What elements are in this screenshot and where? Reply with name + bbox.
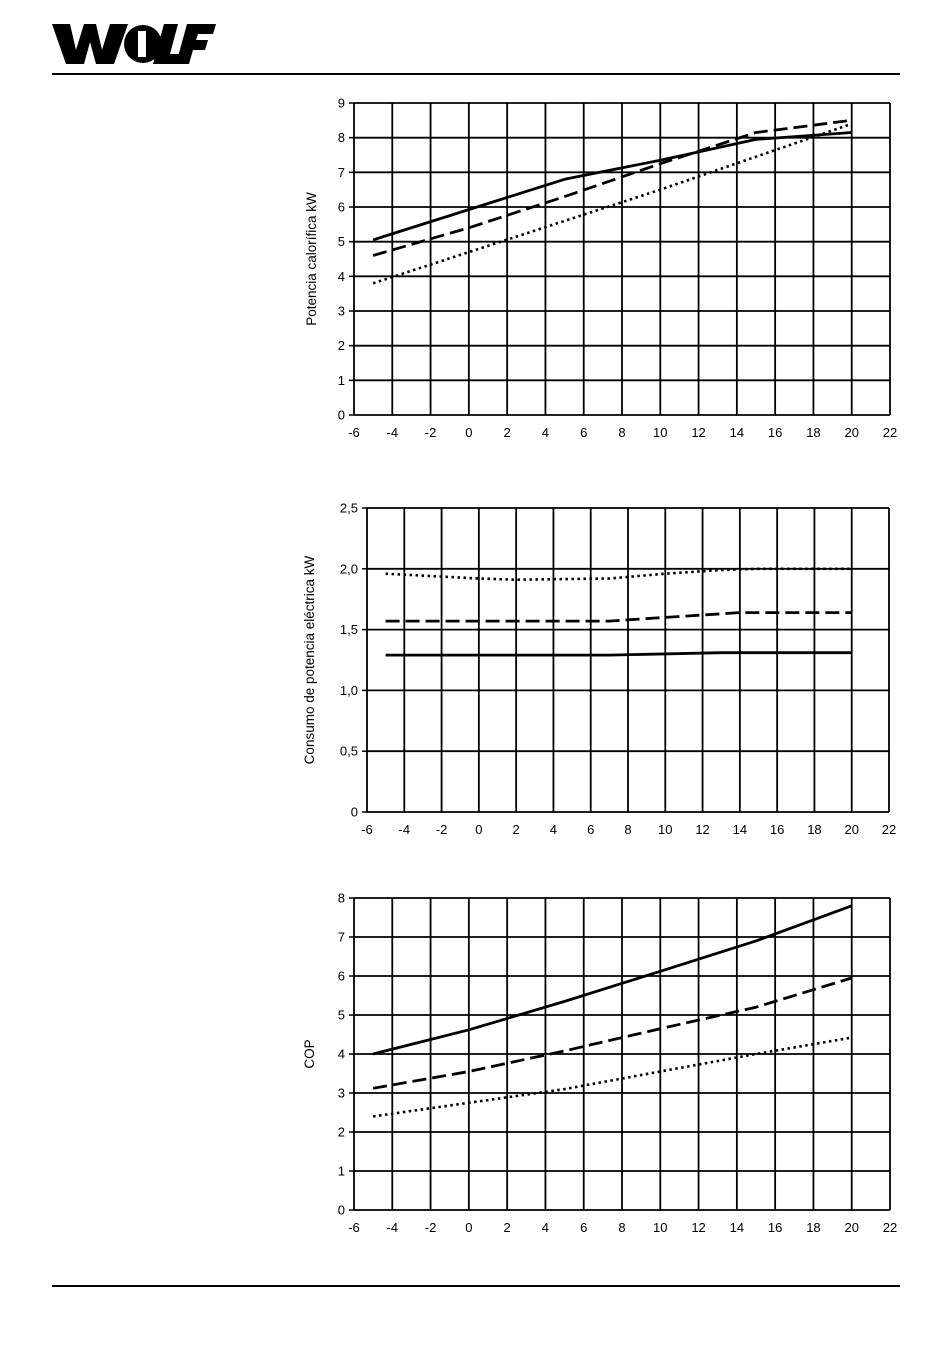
x-tick-label: 18 <box>807 822 821 837</box>
x-tick-label: 22 <box>883 425 897 440</box>
x-tick-label: 8 <box>618 1220 625 1235</box>
wolf-logo <box>52 20 220 73</box>
y-tick-label: 1 <box>338 1164 345 1179</box>
y-tick-label: 3 <box>338 1086 345 1101</box>
x-tick-label: 20 <box>844 822 858 837</box>
y-tick-label: 1,5 <box>340 622 358 637</box>
x-tick-label: 12 <box>691 1220 705 1235</box>
x-tick-label: 6 <box>580 1220 587 1235</box>
x-tick-label: -6 <box>348 425 360 440</box>
x-tick-label: -2 <box>425 1220 437 1235</box>
y-tick-label: 2 <box>338 338 345 353</box>
y-tick-label: 7 <box>338 165 345 180</box>
x-tick-label: 10 <box>653 425 667 440</box>
y-tick-label: 7 <box>338 930 345 945</box>
footer-rule <box>52 1285 900 1287</box>
x-tick-label: -4 <box>387 1220 399 1235</box>
chart-electric-consumption: 0 0,5 1,0 1,5 2,0 2,5 -6 -4 -2 0 2 4 6 8 10 12 14 16 18 20 2… <box>302 501 896 838</box>
x-tick-label: 0 <box>475 822 482 837</box>
x-tick-label: 20 <box>844 425 858 440</box>
x-tick-label: 12 <box>691 425 705 440</box>
y-axis-label: Consumo de potencia eléctrica kW <box>302 555 317 764</box>
x-tick-label: 16 <box>768 425 782 440</box>
x-tick-label: 8 <box>618 425 625 440</box>
x-tick-label: 0 <box>465 1220 472 1235</box>
y-tick-label: 3 <box>338 304 345 319</box>
x-tick-label: 22 <box>882 822 896 837</box>
x-tick-label: -2 <box>425 425 437 440</box>
x-tick-label: 16 <box>768 1220 782 1235</box>
y-tick-label: 4 <box>338 1047 345 1062</box>
y-tick-label: 0 <box>338 408 345 423</box>
y-tick-label: 2,0 <box>340 561 358 576</box>
x-tick-label: 2 <box>504 425 511 440</box>
y-tick-label: 2 <box>338 1125 345 1140</box>
y-axis-label: Potencia calorífica kW <box>304 192 319 326</box>
x-tick-label: 16 <box>770 822 784 837</box>
y-tick-label: 0 <box>351 805 358 820</box>
series-line-dashed <box>372 976 853 1090</box>
x-tick-label: -2 <box>436 822 448 837</box>
x-tick-label: 14 <box>733 822 747 837</box>
x-tick-label: 6 <box>587 822 594 837</box>
y-axis-label: COP <box>302 1039 317 1068</box>
x-tick-label: 14 <box>730 1220 744 1235</box>
y-tick-label: 6 <box>338 969 345 984</box>
y-tick-label: 5 <box>338 1008 345 1023</box>
y-tick-label: 6 <box>338 200 345 215</box>
y-tick-label: 4 <box>338 269 345 284</box>
x-tick-label: -6 <box>348 1220 360 1235</box>
y-tick-label: 8 <box>338 130 345 145</box>
x-tick-label: 22 <box>883 1220 897 1235</box>
y-tick-label: 5 <box>338 234 345 249</box>
x-tick-label: 10 <box>653 1220 667 1235</box>
x-tick-label: 8 <box>624 822 631 837</box>
y-tick-label: 0 <box>338 1203 345 1218</box>
x-tick-label: -4 <box>399 822 411 837</box>
x-tick-label: 4 <box>550 822 557 837</box>
y-tick-label: 8 <box>338 891 345 906</box>
series-line-dashed <box>385 611 852 623</box>
y-tick-label: 9 <box>338 96 345 111</box>
y-tick-label: 0,5 <box>340 744 358 759</box>
y-tick-label: 1 <box>338 373 345 388</box>
series-line-dotted <box>385 567 852 582</box>
x-tick-label: 10 <box>658 822 672 837</box>
series-line-dashed <box>372 118 852 257</box>
header-rule <box>52 73 900 75</box>
series-line-dotted <box>372 1036 852 1118</box>
x-tick-label: 2 <box>513 822 520 837</box>
x-tick-label: 20 <box>844 1220 858 1235</box>
series-line-dotted <box>372 122 853 285</box>
y-tick-label: 1,0 <box>340 683 358 698</box>
series-line-solid <box>372 131 852 242</box>
x-tick-label: 14 <box>730 425 744 440</box>
series-line-solid <box>385 651 852 657</box>
x-tick-label: 12 <box>695 822 709 837</box>
x-tick-label: -4 <box>387 425 399 440</box>
x-tick-label: 0 <box>465 425 472 440</box>
x-tick-label: 4 <box>542 425 549 440</box>
x-tick-label: 6 <box>580 425 587 440</box>
x-tick-label: 2 <box>504 1220 511 1235</box>
series-line-solid <box>372 904 853 1056</box>
y-tick-label: 2,5 <box>340 501 358 516</box>
x-tick-label: 4 <box>542 1220 549 1235</box>
x-tick-label: 18 <box>806 1220 820 1235</box>
x-tick-label: 18 <box>806 425 820 440</box>
x-tick-label: -6 <box>361 822 373 837</box>
wolf-logo-image <box>52 24 216 64</box>
